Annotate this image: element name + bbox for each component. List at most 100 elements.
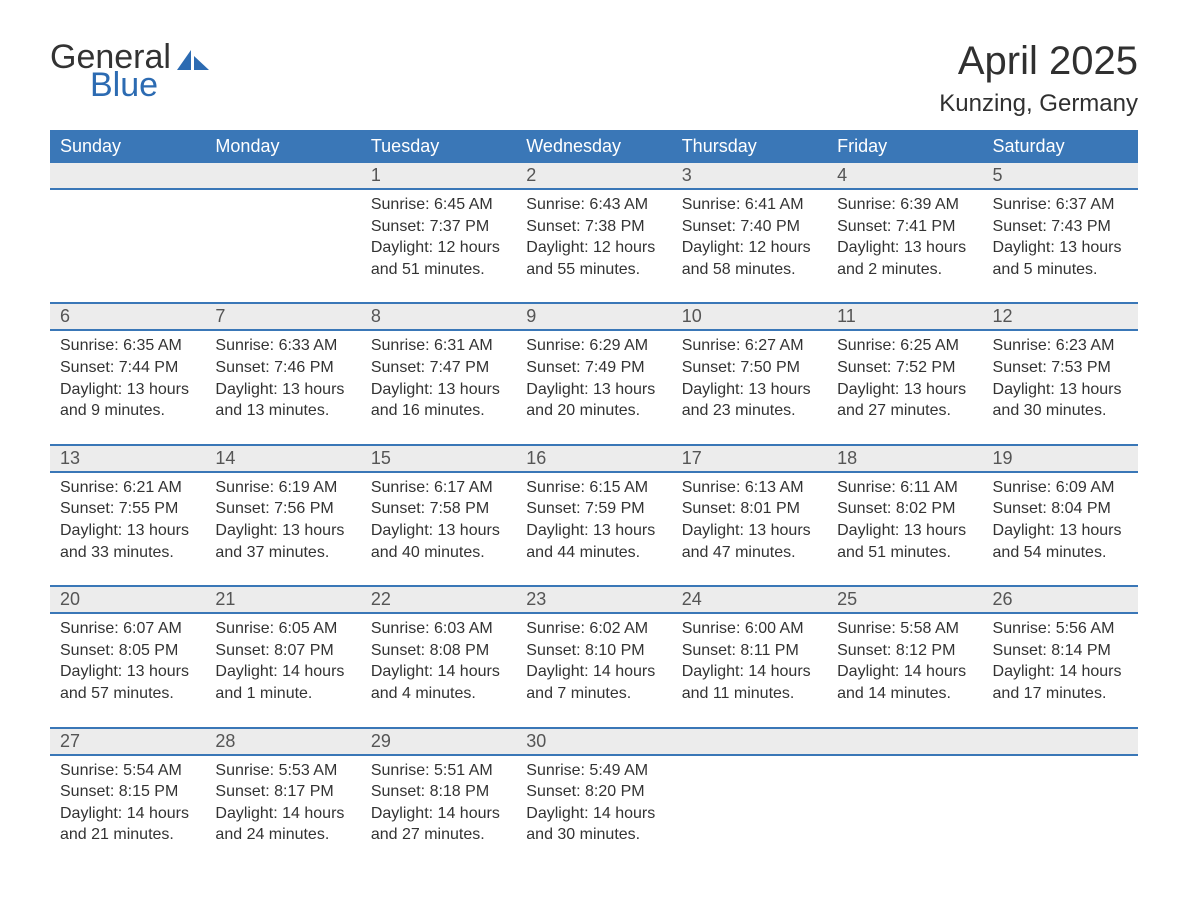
day-cell: Sunrise: 6:45 AMSunset: 7:37 PMDaylight:…	[361, 189, 516, 303]
sunrise-label: Sunrise:	[60, 479, 119, 496]
sunset-label: Sunset:	[993, 218, 1047, 235]
sunrise-label: Sunrise:	[371, 620, 430, 637]
daylight-label: Daylight:	[526, 522, 588, 539]
sunrise-value: 5:51 AM	[434, 762, 493, 779]
sunset-label: Sunset:	[60, 783, 114, 800]
day-info: Sunrise: 6:45 AMSunset: 7:37 PMDaylight:…	[371, 190, 506, 280]
day-cell: Sunrise: 5:53 AMSunset: 8:17 PMDaylight:…	[205, 755, 360, 868]
sunset-value: 8:01 PM	[740, 500, 800, 517]
page-subtitle: Kunzing, Germany	[939, 90, 1138, 118]
daylight-label: Daylight:	[837, 522, 899, 539]
day-cell: Sunrise: 6:11 AMSunset: 8:02 PMDaylight:…	[827, 472, 982, 586]
sunset-value: 8:11 PM	[740, 642, 798, 659]
day-number: 16	[516, 445, 671, 472]
sunrise-value: 6:29 AM	[589, 337, 648, 354]
day-cell: Sunrise: 6:37 AMSunset: 7:43 PMDaylight:…	[983, 189, 1138, 303]
sunrise-label: Sunrise:	[993, 479, 1052, 496]
sunset-label: Sunset:	[371, 359, 425, 376]
sunrise-label: Sunrise:	[60, 762, 119, 779]
sunrise-value: 6:00 AM	[745, 620, 804, 637]
sunrise-label: Sunrise:	[682, 620, 741, 637]
day-info: Sunrise: 6:15 AMSunset: 7:59 PMDaylight:…	[526, 473, 661, 563]
sunset-label: Sunset:	[60, 500, 114, 517]
sunset-label: Sunset:	[215, 783, 269, 800]
sunrise-value: 6:41 AM	[745, 196, 804, 213]
day-number: 30	[516, 728, 671, 755]
sunrise-value: 5:54 AM	[123, 762, 182, 779]
sunrise-value: 6:21 AM	[123, 479, 182, 496]
sunrise-label: Sunrise:	[837, 196, 896, 213]
day-cell: Sunrise: 6:25 AMSunset: 7:52 PMDaylight:…	[827, 330, 982, 444]
sunset-label: Sunset:	[993, 359, 1047, 376]
sunset-value: 8:10 PM	[585, 642, 645, 659]
sunrise-value: 6:45 AM	[434, 196, 493, 213]
day-number: 18	[827, 445, 982, 472]
sunset-value: 8:08 PM	[430, 642, 490, 659]
day-cell: Sunrise: 6:00 AMSunset: 8:11 PMDaylight:…	[672, 613, 827, 727]
day-cell: Sunrise: 6:29 AMSunset: 7:49 PMDaylight:…	[516, 330, 671, 444]
day-cell: Sunrise: 6:02 AMSunset: 8:10 PMDaylight:…	[516, 613, 671, 727]
sunset-label: Sunset:	[993, 500, 1047, 517]
day-number: 24	[672, 586, 827, 613]
day-cell: Sunrise: 6:17 AMSunset: 7:58 PMDaylight:…	[361, 472, 516, 586]
day-info: Sunrise: 6:39 AMSunset: 7:41 PMDaylight:…	[837, 190, 972, 280]
daylight-label: Daylight:	[60, 663, 122, 680]
day-info-row: Sunrise: 6:45 AMSunset: 7:37 PMDaylight:…	[50, 189, 1138, 303]
day-info: Sunrise: 6:11 AMSunset: 8:02 PMDaylight:…	[837, 473, 972, 563]
day-number: 10	[672, 303, 827, 330]
sunrise-value: 6:05 AM	[279, 620, 338, 637]
daylight-label: Daylight:	[526, 805, 588, 822]
sunset-value: 7:56 PM	[274, 500, 334, 517]
day-info: Sunrise: 6:25 AMSunset: 7:52 PMDaylight:…	[837, 331, 972, 421]
sunrise-label: Sunrise:	[215, 620, 274, 637]
day-cell: Sunrise: 6:39 AMSunset: 7:41 PMDaylight:…	[827, 189, 982, 303]
sunrise-label: Sunrise:	[682, 337, 741, 354]
daylight-label: Daylight:	[837, 381, 899, 398]
sunrise-label: Sunrise:	[526, 196, 585, 213]
sunset-value: 7:49 PM	[585, 359, 645, 376]
sunset-label: Sunset:	[371, 783, 425, 800]
day-number-row: 12345	[50, 163, 1138, 189]
sunset-label: Sunset:	[526, 218, 580, 235]
sunrise-label: Sunrise:	[837, 620, 896, 637]
daylight-label: Daylight:	[60, 381, 122, 398]
sunrise-value: 5:58 AM	[900, 620, 959, 637]
day-number: 6	[50, 303, 205, 330]
day-number: 19	[983, 445, 1138, 472]
sunset-label: Sunset:	[837, 642, 891, 659]
day-info: Sunrise: 6:02 AMSunset: 8:10 PMDaylight:…	[526, 614, 661, 704]
sunset-label: Sunset:	[526, 783, 580, 800]
daylight-label: Daylight:	[993, 239, 1055, 256]
daylight-label: Daylight:	[215, 805, 277, 822]
sunset-value: 7:52 PM	[896, 359, 956, 376]
sunset-label: Sunset:	[682, 359, 736, 376]
page-title: April 2025	[939, 40, 1138, 82]
day-cell: Sunrise: 5:54 AMSunset: 8:15 PMDaylight:…	[50, 755, 205, 868]
sunset-label: Sunset:	[526, 359, 580, 376]
title-block: April 2025 Kunzing, Germany	[939, 40, 1138, 118]
day-cell: Sunrise: 5:58 AMSunset: 8:12 PMDaylight:…	[827, 613, 982, 727]
day-cell: Sunrise: 6:13 AMSunset: 8:01 PMDaylight:…	[672, 472, 827, 586]
day-number: 21	[205, 586, 360, 613]
sunset-label: Sunset:	[371, 218, 425, 235]
day-number-blank	[50, 163, 205, 189]
day-number: 7	[205, 303, 360, 330]
sunrise-value: 6:37 AM	[1056, 196, 1115, 213]
sunrise-label: Sunrise:	[837, 479, 896, 496]
daylight-label: Daylight:	[682, 522, 744, 539]
sunrise-value: 6:43 AM	[589, 196, 648, 213]
day-number: 15	[361, 445, 516, 472]
day-number: 26	[983, 586, 1138, 613]
sunrise-value: 6:33 AM	[279, 337, 338, 354]
daylight-label: Daylight:	[993, 522, 1055, 539]
sunset-value: 7:41 PM	[896, 218, 956, 235]
day-info: Sunrise: 6:37 AMSunset: 7:43 PMDaylight:…	[993, 190, 1128, 280]
day-cell-empty	[672, 755, 827, 868]
sunset-value: 8:12 PM	[896, 642, 956, 659]
day-number-row: 27282930	[50, 728, 1138, 755]
sunrise-value: 6:17 AM	[434, 479, 493, 496]
day-number: 25	[827, 586, 982, 613]
daylight-label: Daylight:	[60, 805, 122, 822]
sunset-label: Sunset:	[215, 359, 269, 376]
day-number: 20	[50, 586, 205, 613]
